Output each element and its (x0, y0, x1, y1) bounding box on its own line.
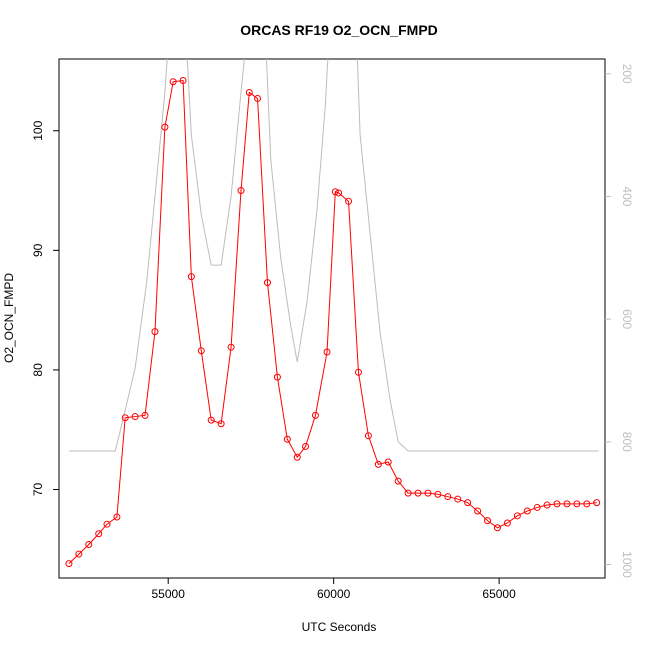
x-axis: 55000 60000 65000 (152, 578, 516, 601)
data-point (103, 520, 111, 528)
data-point (169, 78, 177, 86)
data-point (65, 560, 73, 568)
right-axis: 200 400 600 800 1000 (605, 64, 634, 578)
data-point (573, 500, 581, 508)
right-tick-label: 200 (620, 64, 634, 84)
data-point (323, 348, 331, 356)
data-point (245, 88, 253, 96)
data-point (364, 432, 372, 440)
y-axis: 70 80 90 100 (31, 120, 59, 496)
data-point (113, 513, 121, 521)
data-point (474, 507, 482, 515)
data-point (454, 495, 462, 503)
data-point (263, 279, 271, 287)
data-point (424, 489, 432, 497)
data-point (563, 500, 571, 508)
data-point (293, 453, 301, 461)
data-point (553, 500, 561, 508)
data-point (404, 489, 412, 497)
y-tick-label: 70 (31, 483, 45, 497)
data-point (513, 512, 521, 520)
x-tick-label: 55000 (152, 587, 186, 601)
data-point (311, 411, 319, 419)
right-tick-label: 400 (620, 186, 634, 206)
data-point (141, 411, 149, 419)
data-point (523, 507, 531, 515)
x-axis-label: UTC Seconds (302, 620, 377, 634)
data-point (414, 489, 422, 497)
data-point (85, 541, 93, 549)
x-tick-label: 65000 (482, 587, 516, 601)
data-point (335, 189, 343, 197)
data-point (75, 550, 83, 558)
data-point (394, 477, 402, 485)
data-point (354, 368, 362, 376)
y-axis-label: O2_OCN_FMPD (2, 273, 16, 363)
data-point (254, 94, 262, 102)
data-point (131, 413, 139, 421)
data-point (197, 347, 205, 355)
data-point (484, 517, 492, 525)
data-point (384, 458, 392, 466)
data-point (273, 373, 281, 381)
data-point (151, 328, 159, 336)
plot-frame (58, 58, 606, 579)
data-point (345, 197, 353, 205)
y-tick-label: 80 (31, 363, 45, 377)
data-point (434, 490, 442, 498)
x-tick-label: 60000 (317, 587, 351, 601)
data-point (121, 414, 129, 422)
y-tick-label: 100 (31, 120, 45, 140)
y-tick-label: 90 (31, 243, 45, 257)
data-point (503, 519, 511, 527)
data-point (217, 420, 225, 428)
data-point (543, 501, 551, 509)
data-point (444, 493, 452, 501)
series-layer (65, 59, 601, 568)
data-point (374, 460, 382, 468)
right-tick-label: 800 (620, 432, 634, 452)
right-tick-label: 600 (620, 309, 634, 329)
o2-series-line (68, 79, 597, 565)
data-point (302, 442, 310, 450)
chart-title: ORCAS RF19 O2_OCN_FMPD (240, 22, 438, 38)
data-point (493, 524, 501, 532)
pressure-line (68, 59, 599, 452)
data-point (583, 500, 591, 508)
data-point (179, 77, 187, 85)
data-point (331, 188, 339, 196)
data-point (237, 187, 245, 195)
data-point (593, 499, 601, 507)
data-point (207, 416, 215, 424)
data-point (464, 499, 472, 507)
right-tick-label: 1000 (620, 551, 634, 578)
data-point (227, 343, 235, 351)
data-point (283, 435, 291, 443)
data-point (533, 503, 541, 511)
data-point (187, 273, 195, 281)
data-point (161, 123, 169, 131)
data-point (95, 530, 103, 538)
